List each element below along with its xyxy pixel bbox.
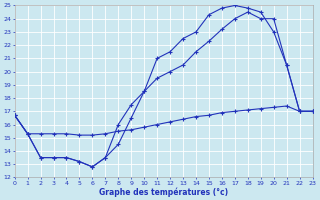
X-axis label: Graphe des températures (°c): Graphe des températures (°c) (99, 187, 228, 197)
